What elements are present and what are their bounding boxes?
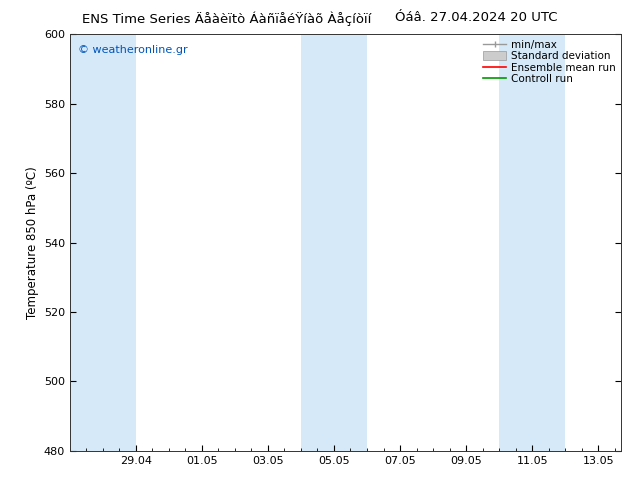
Legend: min/max, Standard deviation, Ensemble mean run, Controll run: min/max, Standard deviation, Ensemble me… xyxy=(481,37,618,86)
Text: Óáâ. 27.04.2024 20 UTC: Óáâ. 27.04.2024 20 UTC xyxy=(396,11,558,24)
Text: © weatheronline.gr: © weatheronline.gr xyxy=(78,45,188,55)
Text: ENS Time Series Äåàèïtò ÁàñïåéŸíàõ Àåçíòïí: ENS Time Series Äåàèïtò ÁàñïåéŸíàõ Àåçíò… xyxy=(82,11,372,26)
Y-axis label: Temperature 850 hPa (ºC): Temperature 850 hPa (ºC) xyxy=(27,166,39,319)
Bar xyxy=(301,34,367,451)
Bar xyxy=(499,34,565,451)
Bar xyxy=(70,34,136,451)
